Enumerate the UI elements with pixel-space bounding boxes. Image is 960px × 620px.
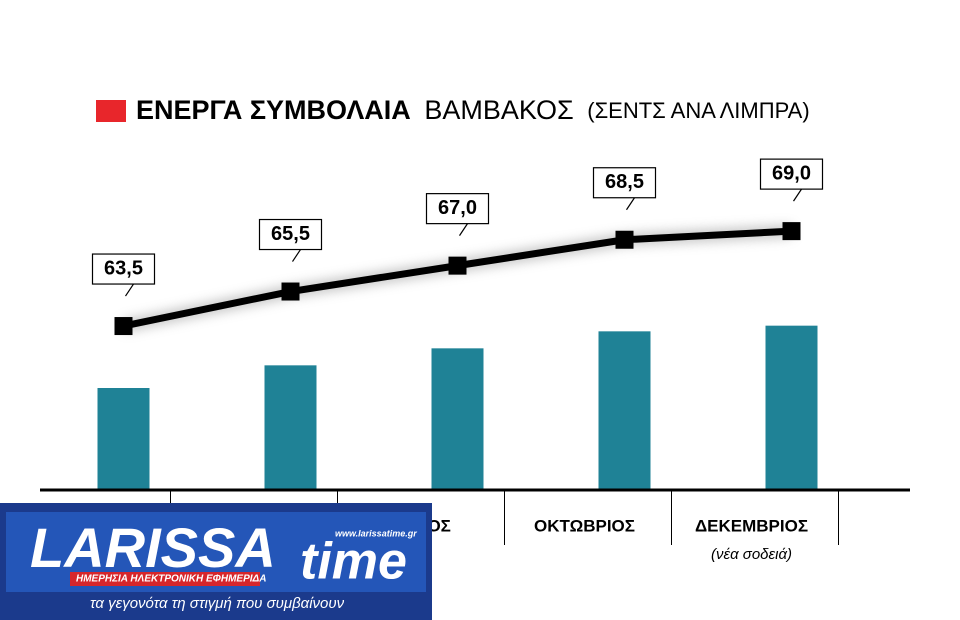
bar [431,348,484,490]
label-box [258,218,323,251]
point [448,256,467,275]
bar [765,325,818,490]
value-label: 65,5 [271,223,310,245]
point [281,282,300,301]
x-tick-label: ΔΕΚΕΜΒΡΙΟΣ [695,516,808,535]
label-box [425,193,490,225]
value-label: 67,0 [438,197,477,219]
logo-url: www.larissatime.gr [335,528,417,538]
bar [264,365,317,490]
label-pointer [125,283,134,297]
point [782,222,801,241]
title-marker [96,100,126,122]
chart-title: ΕΝΕΡΓΑ ΣΥΜΒΟΛΑΙΑ ΒΑΜΒΑΚΟΣ (ΣΕΝΤΣ ΑΝΑ ΛΙΜ… [136,95,810,125]
line [122,227,792,330]
point [114,317,133,336]
logo-name2: time [300,533,407,591]
label-box [91,253,156,285]
label-pointer [626,197,635,211]
point [615,230,634,249]
label-box [759,158,824,190]
label-pointer [459,223,468,236]
value-label: 69,0 [772,162,811,184]
logo-slogan: τα γεγονότα τη στιγμή που συμβαίνουν [90,595,345,612]
annotation: (νέα σοδειά) [711,546,792,563]
label-pointer [793,188,802,202]
logo: LARISSA time www.larissatime.gr ΗΜΕΡΗΣΙΑ… [0,503,432,620]
value-label: 68,5 [605,171,644,193]
logo-name: LARISSA [30,516,276,579]
line-shadow [122,226,792,331]
label-pointer [292,249,301,262]
value-label: 63,5 [104,257,143,279]
tagline-bg [70,572,260,586]
x-tick-label: ΟΚΤΩΒΡΙΟΣ [534,516,635,535]
label-box [592,167,657,199]
bar [598,331,651,490]
bar [97,388,150,490]
logo-tagline: ΗΜΕΡΗΣΙΑ ΗΛΕΚΤΡΟΝΙΚΗ ΕΦΗΜΕΡΙΔΑ [76,574,266,585]
